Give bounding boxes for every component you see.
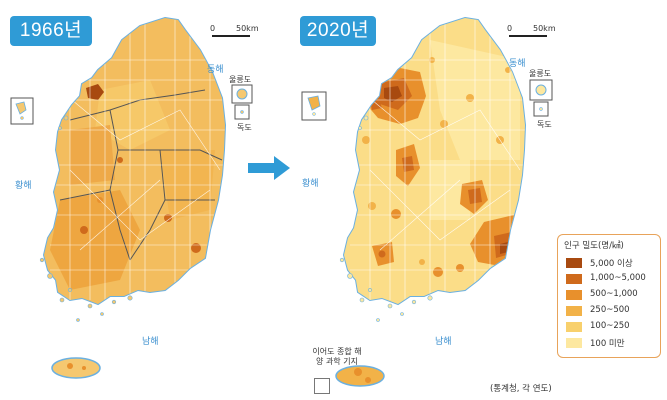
scale-bar-2020: 0 50km [507, 24, 567, 40]
legend-swatch [566, 258, 582, 268]
legend-item: 5,000 이상 [566, 257, 658, 269]
source-note: (통계청, 각 연도) [490, 384, 552, 394]
legend-item: 1,000~5,000 [566, 273, 658, 285]
legend: 인구 밀도(명/㎢) 5,000 이상 1,000~5,000 500~1,00… [557, 234, 661, 358]
legend-item: 500~1,000 [566, 289, 658, 301]
year-badge-1966: 1966년 [10, 16, 92, 46]
dokdo-label-1966: 독도 [237, 123, 252, 132]
sea-west-1966: 황해 [15, 181, 32, 191]
sea-south-1966: 남해 [142, 337, 159, 347]
jeju-1966 [51, 357, 101, 379]
sea-east-1966: 동해 [207, 65, 224, 75]
scale-distance: 50km [236, 24, 259, 33]
legend-swatch [566, 274, 582, 284]
legend-item: 100~250 [566, 321, 658, 333]
legend-item: 250~500 [566, 305, 658, 317]
ulleungdo-label-1966: 울릉도 [229, 75, 252, 84]
legend-title: 인구 밀도(명/㎢) [564, 241, 624, 251]
ulleungdo-label-2020: 울릉도 [529, 69, 552, 78]
year-badge-2020: 2020년 [300, 16, 376, 46]
sea-south-2020: 남해 [435, 337, 452, 347]
scale-distance: 50km [533, 24, 556, 33]
sea-east-2020: 동해 [509, 59, 526, 69]
scale-bar-1966: 0 50km [210, 24, 270, 40]
legend-label: 100 미만 [590, 339, 625, 349]
legend-label: 5,000 이상 [590, 259, 633, 269]
seoul-1966 [86, 84, 104, 100]
legend-swatch [566, 322, 582, 332]
legend-label: 100~250 [590, 321, 630, 331]
scale-zero: 0 [210, 24, 216, 33]
scale-zero: 0 [507, 24, 513, 33]
legend-item: 100 미만 [566, 337, 658, 349]
sea-west-2020: 황해 [302, 179, 319, 189]
legend-swatch [566, 306, 582, 316]
legend-label: 250~500 [590, 305, 630, 315]
ieodo-station-label: 이어도 종합 해양 과학 기지 [312, 347, 362, 366]
jeju-2020 [335, 365, 385, 387]
ieodo-station-inset [314, 378, 330, 394]
legend-swatch [566, 290, 582, 300]
dokdo-label-2020: 독도 [537, 120, 552, 129]
change-arrow [248, 156, 290, 180]
legend-label: 500~1,000 [590, 289, 638, 299]
legend-swatch [566, 338, 582, 348]
legend-label: 1,000~5,000 [590, 273, 646, 283]
